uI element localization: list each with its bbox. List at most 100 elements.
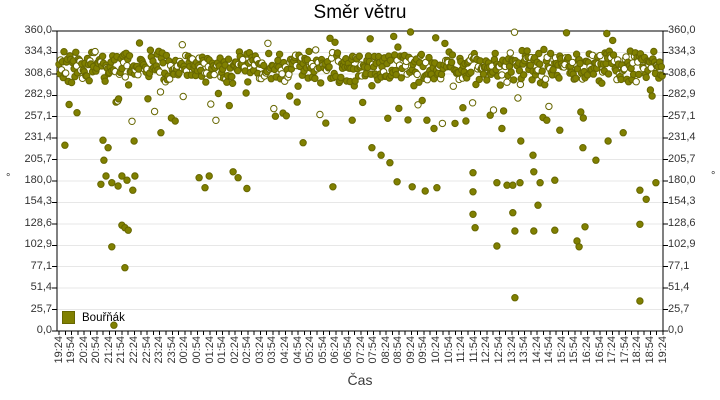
y-tick-label-right: 257,1 [668,109,696,122]
data-point [468,99,477,107]
data-point [260,61,268,70]
data-point [650,47,658,56]
data-point [449,82,457,90]
data-point [441,39,449,48]
data-point [526,61,535,69]
x-tick-label: 16:24 [581,336,593,364]
data-point [390,32,398,41]
y-tick-label-right: 0,0 [668,324,684,336]
x-tick-label: 14:54 [543,336,556,364]
data-point [368,82,376,90]
data-point [413,70,421,79]
data-point [404,116,412,124]
data-point [579,114,587,122]
y-tick-label-left: 77,1 [30,259,52,272]
data-point [171,117,179,125]
x-tick-label: 04:54 [291,336,304,364]
data-point [329,183,337,191]
data-point [123,176,131,184]
data-point [108,179,116,187]
data-point [73,109,81,117]
data-point [224,55,233,63]
data-point [214,89,223,98]
data-point [581,223,589,231]
data-point [540,45,548,54]
data-point [394,43,402,51]
data-point [469,210,477,219]
data-point [178,41,187,49]
data-point [551,226,559,234]
data-point [551,176,559,184]
data-point [312,46,320,54]
data-point [242,89,250,97]
data-point [386,159,394,167]
y-tick-label-right: 205,7 [668,152,696,165]
data-point [511,227,519,235]
data-point [316,110,324,119]
x-tick-label: 19:24 [656,336,669,364]
data-point [99,136,107,144]
data-point [131,172,139,180]
data-point [223,78,231,86]
x-tick-label: 10:54 [442,336,455,364]
data-point [498,71,506,79]
x-tick-label: 16:54 [593,336,606,364]
x-tick-label: 17:24 [606,336,619,364]
data-point [555,74,563,82]
data-point [556,126,564,134]
data-point [503,78,511,86]
y-tick-label-right: 51,4 [668,281,690,294]
x-tick-label: 00:24 [178,336,191,364]
data-point [509,209,517,217]
data-point [448,51,457,59]
y-tick-label-right: 77,1 [668,259,690,272]
x-tick-label: 05:54 [316,336,329,364]
data-point [61,141,69,149]
data-point [270,104,278,113]
data-point [604,70,613,78]
x-tick-label: 15:24 [555,336,568,364]
data-point [423,116,431,124]
data-point [130,137,138,145]
data-point [491,49,499,58]
data-point [541,75,550,83]
x-tick-label: 09:54 [417,336,430,364]
data-point [538,67,546,75]
data-point [228,79,237,88]
data-point [507,68,515,76]
data-point [642,195,650,204]
data-point [564,53,572,62]
data-point [299,139,307,147]
data-point [432,34,440,42]
data-point [61,69,70,77]
data-point [271,112,280,120]
data-point [146,46,155,54]
data-point [351,77,359,85]
x-tick-label: 22:24 [128,336,140,364]
data-point [459,104,467,112]
data-point [67,78,76,87]
data-point [579,144,587,152]
data-point [157,129,165,137]
data-point [469,188,477,196]
data-point [592,156,600,164]
data-point [603,29,611,38]
data-point [410,82,418,90]
data-point [331,38,339,46]
data-point [175,69,183,77]
scatter-points [55,28,666,329]
x-tick-label: 04:24 [279,336,291,364]
data-point [305,47,313,56]
data-point [636,186,644,194]
data-point [135,39,144,47]
data-point [355,52,363,60]
data-point [493,242,501,250]
data-point [368,144,376,152]
x-tick-label: 09:24 [404,336,417,364]
data-point [333,49,342,57]
x-tick-label: 13:54 [518,336,531,364]
x-tick-label: 23:24 [153,336,166,364]
data-point [234,174,242,182]
data-point [359,98,367,107]
